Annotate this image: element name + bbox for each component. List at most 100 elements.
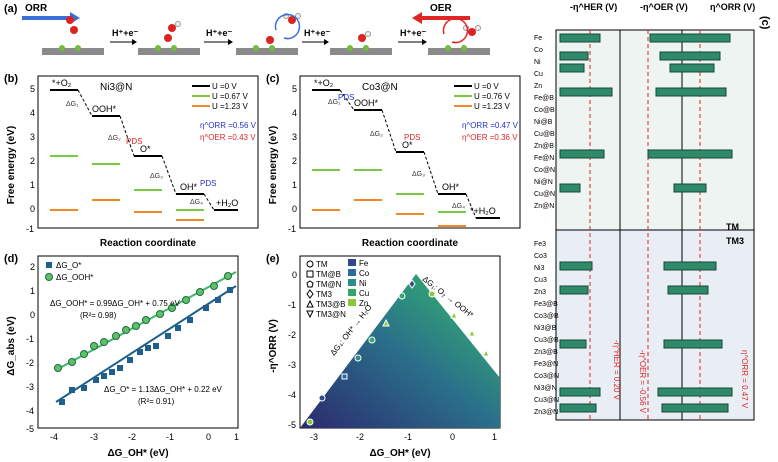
axis-her-label: -η^HER (V) [570,2,617,12]
ooh-point [68,358,76,366]
svg-text:Zn3@N: Zn3@N [534,409,558,416]
panel-c-title: Co3@N [362,82,398,93]
svg-text:Zn@N: Zn@N [534,203,554,210]
svg-text:Ni: Ni [534,59,541,66]
svg-text:Ni@B: Ni@B [534,119,553,126]
o-point [59,399,65,405]
svg-text:ΔG_OOH*: ΔG_OOH* [56,273,93,282]
o-point [93,377,99,383]
panel-d-yticks: 2 1 0 -1 -2 -3 -4 -5 [26,262,35,434]
ooh-point [132,322,140,330]
svg-text:Fe3: Fe3 [534,241,546,248]
svg-text:1: 1 [30,180,35,190]
svg-text:-3: -3 [288,360,296,370]
svg-text:TM: TM [316,260,328,269]
svg-text:ΔG₁: ΔG₁ [328,99,341,106]
svg-text:ΔG_O*: ΔG_O* [56,261,81,270]
svg-text:Ni@N: Ni@N [534,179,553,186]
ooh-point [90,342,98,350]
o-point [227,287,233,293]
panel-b-u0-levels [50,89,238,211]
svg-text:Cu3@N: Cu3@N [534,397,559,404]
panel-b-u067-levels [50,155,204,211]
svg-text:1: 1 [30,286,35,296]
ann-her: -η^HER = 0.20 V [612,340,621,401]
panel-b-title: Ni3@N [100,82,132,93]
svg-text:ΔG₃: ΔG₃ [150,173,163,180]
svg-text:TM3@N: TM3@N [316,310,346,319]
panel-c-xlabel: Reaction coordinate [362,238,459,249]
panel-right-label: (c) [759,16,771,30]
ann-orr: η^ORR = 0.47 V [740,350,749,409]
panel-c-dg-labels: ΔG₁ ΔG₂ ΔG₃ ΔG₄ [328,99,465,210]
panel-e-legend-colors: Fe Co Ni Cu Zn [348,259,370,308]
panel-d-label: (d) [4,253,18,265]
svg-text:O*: O* [402,140,413,150]
svg-text:+H₂O: +H₂O [216,198,238,208]
svg-text:O*: O* [140,144,151,154]
panel-b-dg-labels: ΔG₁ ΔG₂ ΔG₃ ΔG₄ [66,101,203,206]
svg-text:Cu3@B: Cu3@B [534,337,559,344]
svg-text:0: 0 [450,432,455,442]
panel-d-ylabel: ΔG_abs (eV) [6,316,17,375]
ooh-point [156,310,164,318]
svg-text:Fe3@B: Fe3@B [534,301,558,308]
svg-text:Ni: Ni [359,279,367,288]
section-tm-label: TM [726,222,739,232]
o-point [117,365,123,371]
panel-b-frame [37,75,259,229]
svg-text:U =0 V: U =0 V [212,82,237,91]
svg-text:0: 0 [30,310,35,320]
svg-text:-1: -1 [166,432,174,442]
svg-text:1: 1 [492,432,497,442]
svg-text:-2: -2 [128,432,136,442]
axis-orr-label: η^ORR (V) [710,2,755,12]
oer-label: OER [430,3,452,14]
svg-text:U =0.76 V: U =0.76 V [474,92,510,101]
panel-c-eta-orr: η^ORR =0.47 V [462,121,519,130]
svg-text:Ni3@N: Ni3@N [534,385,557,392]
svg-text:Fe: Fe [359,259,369,268]
ooh-point [122,326,130,334]
o-point [81,385,87,391]
panel-c-ylabel: Free energy (eV) [268,126,279,204]
panel-c-u076-levels [312,169,466,213]
o-point [187,317,193,323]
ooh-point [210,282,218,290]
svg-text:TM3@B: TM3@B [316,300,345,309]
svg-text:5: 5 [30,84,35,94]
svg-text:TM3: TM3 [316,290,333,299]
svg-text:-1: -1 [404,432,412,442]
svg-text:4: 4 [292,108,297,118]
panel-c-eta-oer: η^OER =0.36 V [462,133,518,142]
svg-text:ΔG₄: ΔG₄ [452,203,465,210]
panel-c-u123-levels [312,199,466,227]
svg-text:1: 1 [234,432,239,442]
svg-text:5: 5 [292,84,297,94]
panel-e-yticks: 0 -1 -2 -3 -4 -5 [288,270,297,430]
svg-text:2: 2 [30,156,35,166]
panel-c-pds2: PDS [404,133,420,142]
o-point [165,333,171,339]
svg-text:TM@B: TM@B [316,270,341,279]
svg-text:*+O₂: *+O₂ [314,78,334,88]
oer-arrow-head [412,12,422,24]
o-point [137,349,143,355]
panel-b-state-labels: *+O₂ OOH* O* OH* +H₂O [52,78,238,208]
panel-b-yticks: 5 4 3 2 1 0 -1 [26,84,35,234]
svg-text:4: 4 [30,108,35,118]
svg-text:Fe@B: Fe@B [534,95,554,102]
svg-text:Co3@B: Co3@B [534,313,559,320]
svg-text:H⁺+e⁻: H⁺+e⁻ [400,28,427,38]
panel-e-label: (e) [266,253,280,265]
svg-text:-5: -5 [288,420,296,430]
panel-d: (d) ΔG_abs (eV) 2 1 0 -1 -2 -3 -4 -5 -4 -3 -2 -1 0 1… [4,253,239,459]
svg-text:Co@B: Co@B [534,107,555,114]
orr-label: ORR [25,3,48,14]
slab-3 [236,13,301,55]
ooh-point [112,332,120,340]
svg-text:ΔG₂: ΔG₂ [370,131,383,138]
ann-oer: -η^OER = -0.56 V [638,350,647,414]
svg-text:Fe@N: Fe@N [534,155,554,162]
panel-b-eta-oer: η^OER =0.43 V [200,133,256,142]
